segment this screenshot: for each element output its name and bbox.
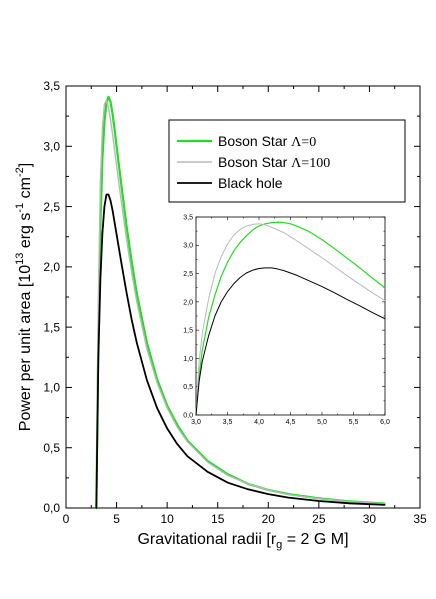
x-axis-label-tail: = 2 G M] [282,531,348,548]
inset-y-tick-label-0: 0,0 [183,412,193,419]
y-axis-label-sup-s: -1 [14,203,26,213]
legend-label-boson-star-100: Boson Star Λ=100 [218,154,330,171]
inset-x-tick-label-1: 3,5 [223,419,233,426]
legend-box [168,119,406,203]
inset-chart: 0,0 0,5 1,0 1,5 2,0 2,5 3,0 3,5 3,0 3,5 4,0 4,5 5,0 5… [183,214,390,426]
inset-x-tick-label-5: 5,5 [349,419,359,426]
x-axis-label: Gravitational radii [rg = 2 G M] [137,531,348,551]
main-series-black-hole [95,193,386,509]
y-axis-label-erg: erg s [17,213,34,253]
main-series-boson-star-100 [95,99,386,509]
legend-symbol-lambda-0: Λ=0 [291,135,316,150]
main-y-tick-label-3: 1,5 [43,320,60,334]
main-chart: 0,0 0,5 1,0 1,5 2,0 2,5 3,0 3,5 0 5 10 15 20 25 30 35 [43,79,427,526]
inset-x-tick-label-3: 4,5 [286,419,296,426]
y-axis-label-cm: cm [17,177,34,203]
main-x-tick-label-4: 20 [262,512,276,526]
inset-y-tick-label-2: 1,0 [183,356,193,363]
inset-x-tick-label-0: 3,0 [191,419,201,426]
inset-y-tick-label-7: 3,5 [183,214,193,221]
main-y-tick-label-7: 3,5 [43,79,60,93]
main-x-tick-label-3: 15 [211,512,225,526]
inset-y-tick-label-4: 2,0 [183,299,193,306]
main-y-tick-label-5: 2,5 [43,200,60,214]
y-axis-label: Power per unit area [1013 erg s-1 cm-2] [14,163,34,431]
main-axis-ticks: 0,0 0,5 1,0 1,5 2,0 2,5 3,0 3,5 0 5 10 15 20 25 30 35 [43,79,427,526]
main-y-tick-label-1: 0,5 [43,441,60,455]
inset-series-boson-star-0 [195,221,386,416]
legend-label-black-hole: Black hole [218,175,283,191]
y-axis-label-tail: ] [17,163,34,167]
y-axis-label-sup-13: 13 [14,253,26,265]
main-x-tick-label-5: 25 [312,512,326,526]
inset-x-tick-label-4: 5,0 [317,419,327,426]
legend: Boson Star Λ=0 Boson Star Λ=100 Black ho… [168,119,406,203]
inset-x-tick-label-2: 4,0 [254,419,264,426]
main-x-tick-label-0: 0 [63,512,70,526]
legend-label-boson-star-0: Boson Star Λ=0 [218,133,316,150]
inset-x-tick-label-6: 6,0 [380,419,390,426]
main-x-tick-label-1: 5 [113,512,120,526]
inset-y-tick-label-5: 2,5 [183,271,193,278]
main-series-layer [95,95,386,510]
y-axis-label-sup-cm: -2 [14,167,26,177]
main-y-tick-label-0: 0,0 [43,501,60,515]
main-x-tick-label-2: 10 [160,512,174,526]
main-y-tick-label-6: 3,0 [43,139,60,153]
inset-series-black-hole [195,267,386,416]
inset-series-layer [195,221,386,416]
main-y-tick-label-2: 1,0 [43,381,60,395]
inset-background [196,217,385,415]
inset-y-tick-label-6: 3,0 [183,243,193,250]
inset-y-tick-label-3: 1,5 [183,328,193,335]
main-y-tick-label-4: 2,0 [43,260,60,274]
inset-series-boson-star-100 [195,223,386,416]
x-axis-label-subscript: g [276,539,282,551]
inset-y-tick-label-1: 0,5 [183,384,193,391]
main-x-tick-label-7: 35 [413,512,427,526]
main-x-tick-label-6: 30 [363,512,377,526]
legend-symbol-lambda-100: Λ=100 [291,156,330,171]
